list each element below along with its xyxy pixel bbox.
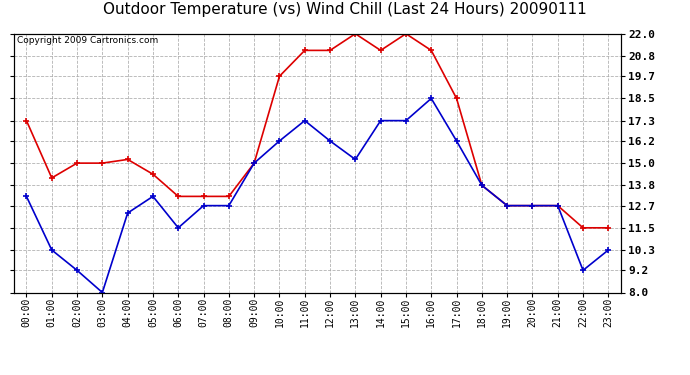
Text: Outdoor Temperature (vs) Wind Chill (Last 24 Hours) 20090111: Outdoor Temperature (vs) Wind Chill (Las… xyxy=(103,2,587,17)
Text: Copyright 2009 Cartronics.com: Copyright 2009 Cartronics.com xyxy=(17,36,158,45)
